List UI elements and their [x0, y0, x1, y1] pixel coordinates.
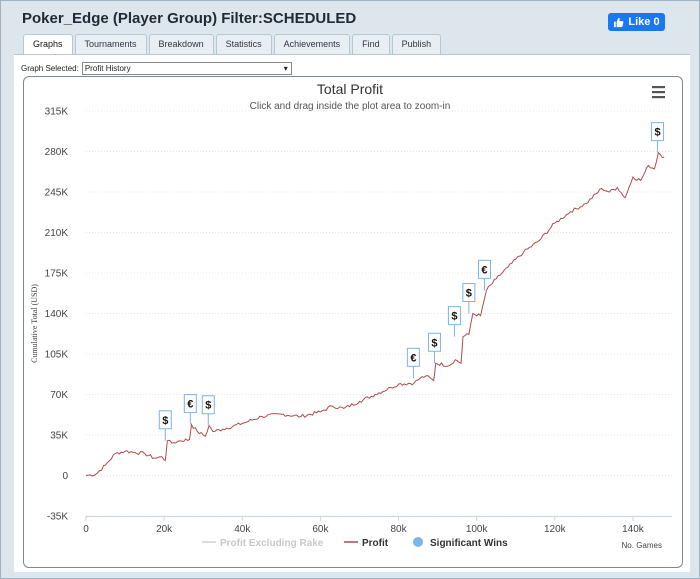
- significant-win-symbol: €: [410, 352, 416, 364]
- significant-win-flag[interactable]: [651, 122, 665, 142]
- x-tick-label: 0: [83, 524, 89, 535]
- y-tick-label: 210K: [45, 228, 69, 239]
- profit-chart[interactable]: Total Profit Click and drag inside the pl…: [24, 77, 682, 567]
- x-tick-label: 60k: [312, 524, 329, 535]
- like-label: Like 0: [628, 16, 660, 28]
- y-axis-label: Cumulative Total (USD): [30, 284, 39, 363]
- x-tick-label: 100k: [466, 524, 489, 535]
- graph-select-dropdown[interactable]: Profit History ▾: [81, 62, 292, 75]
- y-tick-label: 245K: [45, 188, 69, 199]
- significant-win-flag[interactable]: [183, 394, 197, 414]
- tab-tournaments[interactable]: Tournaments: [74, 34, 147, 54]
- x-axis-label: No. Games: [622, 541, 662, 550]
- significant-win-symbol: $: [451, 311, 457, 323]
- significant-win-symbol: €: [481, 264, 487, 276]
- legend-swatch: [413, 537, 423, 547]
- chart-title: Total Profit: [317, 81, 383, 97]
- significant-win-symbol: $: [431, 337, 437, 349]
- y-tick-label: 0: [62, 471, 68, 482]
- significant-win-flag[interactable]: [447, 306, 461, 326]
- significant-win-symbol: €: [187, 399, 193, 411]
- hamburger-menu-icon[interactable]: [652, 86, 665, 99]
- legend-item-1[interactable]: Profit Excluding Rake: [220, 538, 324, 549]
- graph-selector: Graph Selected: Profit History ▾: [21, 62, 292, 75]
- legend-item-2[interactable]: Profit: [362, 538, 389, 549]
- window-title: Poker_Edge (Player Group) Filter:SCHEDUL…: [22, 10, 357, 27]
- tab-find[interactable]: Find: [352, 34, 390, 54]
- y-tick-label: -35K: [47, 512, 68, 523]
- x-tick-label: 40k: [234, 524, 251, 535]
- tab-statistics[interactable]: Statistics: [215, 34, 272, 54]
- x-tick-label: 80k: [390, 524, 407, 535]
- graph-panel: Graph Selected: Profit History ▾ Total P…: [14, 54, 690, 572]
- tab-breakdown[interactable]: Breakdown: [148, 34, 214, 54]
- y-tick-label: 70K: [50, 390, 68, 401]
- significant-win-flag[interactable]: [158, 410, 172, 430]
- graph-select-value: Profit History: [84, 64, 131, 73]
- significant-win-symbol: $: [162, 415, 168, 427]
- significant-win-symbol: $: [654, 127, 660, 139]
- graph-selector-label: Graph Selected:: [21, 64, 79, 73]
- y-tick-label: 280K: [45, 147, 69, 158]
- x-tick-label: 20k: [156, 524, 173, 535]
- thumbs-up-icon: [614, 17, 624, 27]
- tab-achievements[interactable]: Achievements: [273, 34, 351, 54]
- significant-win-symbol: $: [466, 288, 472, 300]
- title-bar: Poker_Edge (Player Group) Filter:SCHEDUL…: [1, 1, 699, 35]
- y-tick-label: 35K: [50, 431, 68, 442]
- y-tick-label: 175K: [45, 269, 69, 280]
- significant-win-flag[interactable]: [427, 332, 441, 352]
- facebook-like-button[interactable]: Like 0: [608, 13, 665, 31]
- tab-graphs[interactable]: Graphs: [23, 34, 73, 54]
- chart-container[interactable]: Total Profit Click and drag inside the pl…: [23, 76, 683, 568]
- significant-win-flag[interactable]: [462, 283, 476, 302]
- legend-item-3[interactable]: Significant Wins: [430, 538, 508, 549]
- x-tick-label: 120k: [544, 524, 567, 535]
- chevron-down-icon: ▾: [283, 64, 288, 73]
- y-tick-label: 315K: [45, 107, 69, 118]
- significant-win-flag[interactable]: [406, 347, 420, 367]
- significant-win-flag[interactable]: [201, 395, 215, 415]
- significant-win-flag[interactable]: [477, 259, 491, 279]
- y-tick-label: 105K: [45, 350, 69, 361]
- tab-bar: Graphs Tournaments Breakdown Statistics …: [23, 34, 442, 54]
- x-tick-label: 140k: [622, 524, 645, 535]
- significant-win-symbol: $: [205, 400, 211, 412]
- chart-subtitle: Click and drag inside the plot area to z…: [250, 101, 451, 112]
- y-tick-label: 140K: [45, 309, 69, 320]
- tab-publish[interactable]: Publish: [391, 34, 442, 54]
- profit-series-line[interactable]: [85, 151, 665, 477]
